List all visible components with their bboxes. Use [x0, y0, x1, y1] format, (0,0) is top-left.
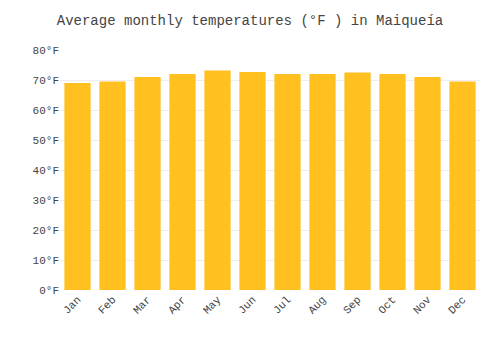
svg-text:Oct: Oct [376, 294, 398, 316]
svg-text:Sep: Sep [341, 294, 363, 316]
svg-text:Mar: Mar [131, 294, 153, 316]
svg-text:80°F: 80°F [33, 45, 59, 57]
svg-text:0°F: 0°F [39, 285, 59, 297]
svg-text:Feb: Feb [96, 294, 118, 316]
svg-text:Nov: Nov [411, 294, 434, 317]
svg-text:Jul: Jul [271, 294, 293, 316]
svg-text:May: May [201, 294, 224, 317]
svg-text:Average monthly temperatures (: Average monthly temperatures (°F ) in Ma… [57, 13, 443, 29]
svg-text:70°F: 70°F [33, 75, 59, 87]
svg-text:50°F: 50°F [33, 135, 59, 147]
svg-text:Apr: Apr [166, 294, 188, 316]
svg-text:10°F: 10°F [33, 255, 59, 267]
svg-text:Dec: Dec [446, 294, 468, 316]
svg-text:30°F: 30°F [33, 195, 59, 207]
svg-text:Jun: Jun [236, 294, 258, 316]
svg-text:40°F: 40°F [33, 165, 59, 177]
svg-text:Aug: Aug [306, 294, 328, 316]
svg-text:20°F: 20°F [33, 225, 59, 237]
svg-text:60°F: 60°F [33, 105, 59, 117]
svg-text:Jan: Jan [61, 294, 83, 316]
